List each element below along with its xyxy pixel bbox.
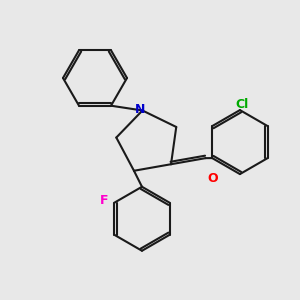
Text: Cl: Cl bbox=[235, 98, 249, 111]
Text: N: N bbox=[135, 103, 146, 116]
Text: O: O bbox=[208, 172, 218, 185]
Text: F: F bbox=[100, 194, 109, 207]
